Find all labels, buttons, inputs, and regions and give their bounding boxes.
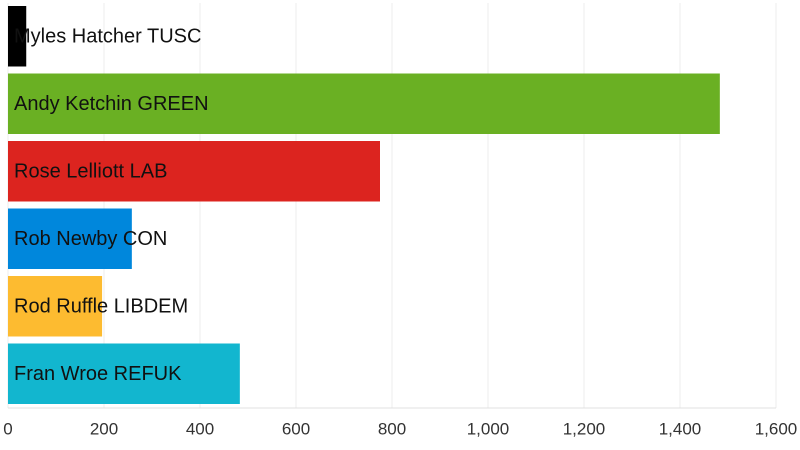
bar xyxy=(8,141,380,202)
x-tick-label: 200 xyxy=(90,419,118,438)
bar xyxy=(8,6,27,67)
x-tick-label: 1,600 xyxy=(755,419,798,438)
bar-label: Myles Hatcher TUSC xyxy=(14,26,201,48)
bar-label: Fran Wroe REFUK xyxy=(14,363,182,385)
x-tick-label: 1,400 xyxy=(659,419,702,438)
bar xyxy=(8,208,132,269)
bar xyxy=(8,343,240,404)
x-tick-label: 400 xyxy=(186,419,214,438)
x-tick-label: 1,200 xyxy=(563,419,606,438)
bar-label: Andy Ketchin GREEN xyxy=(14,93,209,115)
x-tick-label: 0 xyxy=(3,419,12,438)
x-tick-label: 1,000 xyxy=(467,419,510,438)
bar-label: Rod Ruffle LIBDEM xyxy=(14,296,188,318)
bar xyxy=(8,276,103,337)
x-tick-label: 600 xyxy=(282,419,310,438)
bar-label: Rose Lelliott LAB xyxy=(14,161,167,183)
bar-label: Rob Newby CON xyxy=(14,228,167,250)
bar xyxy=(8,73,720,134)
x-tick-label: 800 xyxy=(378,419,406,438)
